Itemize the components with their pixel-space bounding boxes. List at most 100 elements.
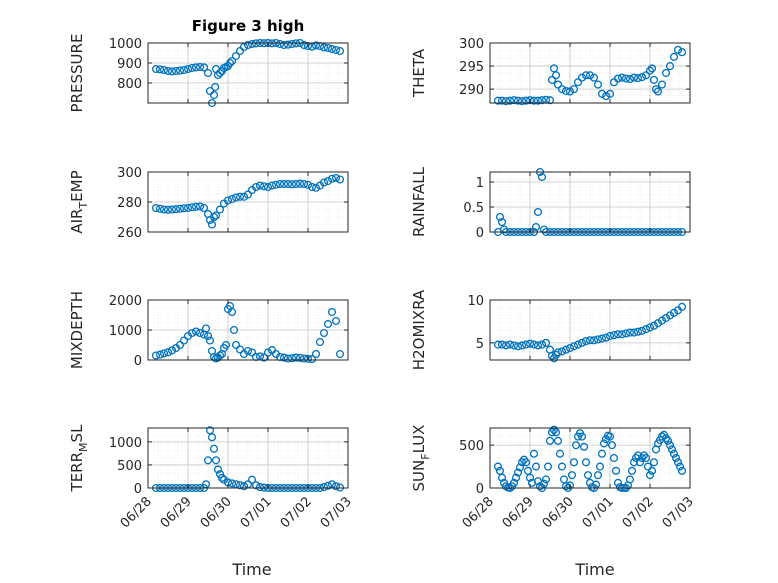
data-point <box>217 473 227 482</box>
data-point <box>625 328 635 337</box>
data-point <box>569 85 579 94</box>
data-point <box>179 65 189 75</box>
data-point <box>183 203 193 213</box>
data-point <box>183 64 193 74</box>
y-tick-label: 500 <box>459 439 484 454</box>
data-point <box>529 340 539 349</box>
data-point <box>319 483 329 492</box>
data-point <box>287 354 297 363</box>
axes-box <box>147 42 349 104</box>
data-point <box>497 217 507 227</box>
data-point <box>255 181 265 190</box>
y-axis-label: MIXDEPTH <box>68 291 86 369</box>
data-point <box>303 180 313 189</box>
data-point <box>541 475 551 484</box>
data-point <box>621 329 631 338</box>
y-tick-label: 1000 <box>109 436 142 451</box>
data-point <box>243 346 253 356</box>
data-point <box>199 203 209 213</box>
data-point <box>319 43 329 52</box>
data-point <box>653 87 663 96</box>
data-point <box>291 179 301 189</box>
data-point <box>175 66 185 75</box>
data-point <box>311 183 321 192</box>
data-point <box>283 40 293 49</box>
y-axis-label: SUNFLUX <box>410 425 432 492</box>
data-point <box>209 212 219 222</box>
data-point <box>279 40 289 50</box>
data-point <box>525 339 535 348</box>
data-point <box>553 436 563 445</box>
data-point <box>263 182 273 192</box>
data-point <box>601 333 611 342</box>
data-point <box>553 348 563 357</box>
data-point <box>593 80 603 89</box>
x-tick-label: 06/29 <box>158 494 195 531</box>
data-point <box>247 348 257 357</box>
data-point <box>251 481 261 490</box>
data-point <box>235 46 245 56</box>
data-point <box>557 462 567 471</box>
data-point <box>585 71 595 80</box>
y-tick-label: 290 <box>459 83 484 98</box>
data-point <box>335 175 345 184</box>
x-tick-label: 06/30 <box>540 494 577 531</box>
data-point <box>163 66 173 76</box>
data-point <box>597 449 607 458</box>
data-point <box>331 45 341 55</box>
y-axis-label: H2OMIXRA <box>410 289 428 370</box>
data-point <box>569 342 579 351</box>
data-point <box>569 458 579 467</box>
x-tick-label: 06/28 <box>460 494 497 531</box>
data-point <box>203 68 213 78</box>
data-point <box>665 441 675 450</box>
data-point <box>553 80 563 89</box>
data-point <box>673 458 683 467</box>
data-point <box>633 327 643 336</box>
data-point <box>609 453 619 463</box>
subplot-mixdepth: 0 1000 2000 MIXDEPTH <box>68 291 349 369</box>
data-point <box>581 337 591 346</box>
data-point <box>597 334 607 343</box>
data-point <box>283 354 293 363</box>
data-point <box>191 202 201 211</box>
data-point <box>605 89 615 98</box>
data-point <box>561 482 571 491</box>
data-point <box>163 348 173 357</box>
data-point <box>235 192 245 201</box>
data-point <box>167 346 177 355</box>
data-point <box>657 80 667 89</box>
axes-box <box>147 427 349 489</box>
x-axis-label-right: Time <box>574 560 614 579</box>
data-point <box>155 204 165 213</box>
data-point <box>581 71 591 80</box>
data-point <box>667 445 677 454</box>
data-point <box>151 64 161 74</box>
data-point <box>651 85 661 94</box>
data-point <box>561 345 571 354</box>
data-point <box>239 42 249 52</box>
data-point <box>637 326 647 335</box>
data-point <box>671 453 681 463</box>
y-tick-label: 1 <box>476 176 484 191</box>
data-point <box>593 471 603 480</box>
data-point <box>531 462 541 471</box>
data-point <box>505 340 515 349</box>
data-point <box>517 341 527 350</box>
data-point <box>151 351 161 360</box>
data-point <box>545 96 555 105</box>
data-point <box>515 463 525 472</box>
data-point <box>227 56 237 66</box>
data-point <box>533 341 543 350</box>
data-point <box>533 96 543 105</box>
data-point <box>191 63 201 72</box>
subplot-sun_flux: 0 500 06/28 06/29 06/30 07/01 07/02 07/03 SUNFLU… <box>410 425 697 532</box>
data-point <box>545 436 555 445</box>
data-point <box>663 436 673 445</box>
data-point <box>555 449 565 458</box>
data-point <box>579 442 589 451</box>
data-point <box>675 462 685 471</box>
data-point <box>633 74 643 83</box>
data-point <box>677 48 687 57</box>
